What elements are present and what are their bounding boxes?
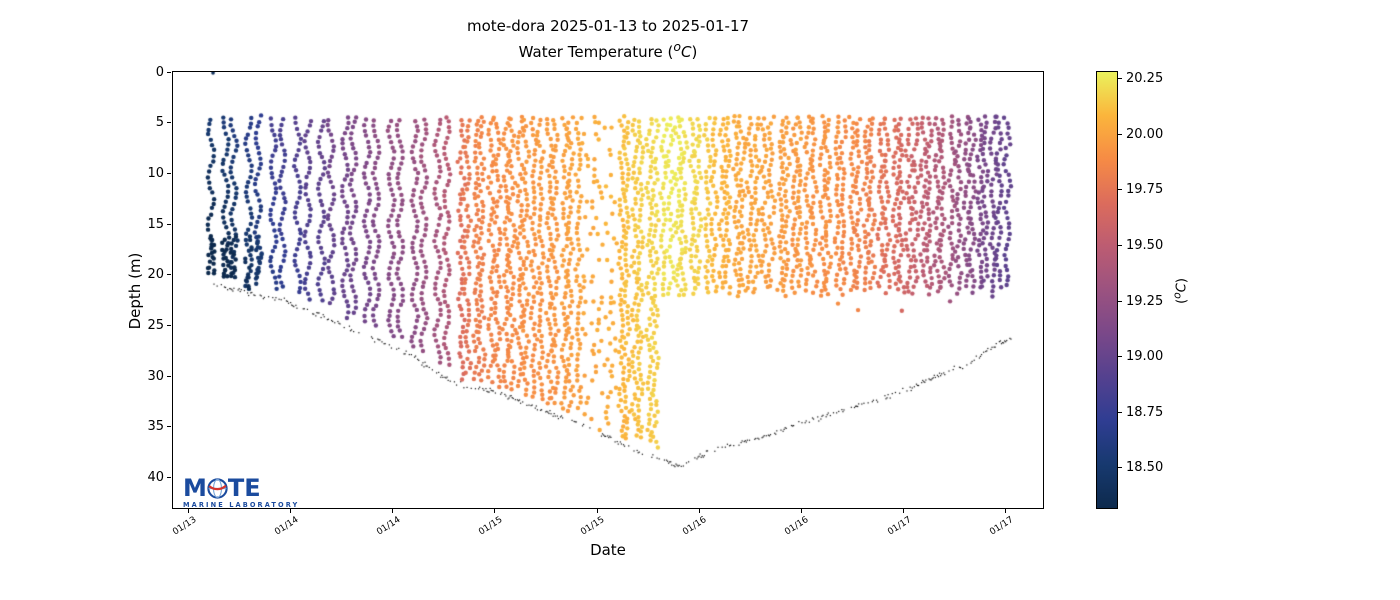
colorbar-tick — [1118, 356, 1122, 358]
colorbar-tick-label: 18.50 — [1126, 460, 1164, 476]
colorbar-tick — [1118, 245, 1122, 246]
x-tick — [1005, 509, 1007, 513]
colorbar-tick — [1118, 411, 1122, 413]
x-tick — [698, 509, 700, 513]
subtitle-suffix: ) — [691, 42, 698, 61]
x-tick — [596, 509, 598, 513]
colorbar — [1096, 71, 1118, 509]
y-tick-label: 10 — [147, 165, 164, 181]
colorbar-tick-label: 19.75 — [1126, 182, 1164, 198]
x-tick-label: 01/17 — [987, 515, 1016, 538]
x-axis-label: Date — [590, 541, 626, 559]
mote-globe-icon — [207, 477, 228, 499]
colorbar-label-degree-sup: o — [1170, 292, 1184, 299]
scatter-plot-canvas — [173, 72, 1043, 508]
y-tick-label: 20 — [147, 267, 164, 283]
y-tick — [167, 71, 171, 73]
x-tick-label: 01/13 — [170, 515, 198, 538]
x-tick-label: 01/15 — [579, 515, 607, 538]
chart-title-block: mote-dora 2025-01-13 to 2025-01-17 Water… — [172, 16, 1044, 64]
colorbar-tick-label: 20.00 — [1126, 126, 1164, 142]
y-axis-label: Depth (m) — [126, 252, 144, 330]
x-tick — [290, 509, 292, 513]
y-tick — [167, 223, 171, 225]
mote-logo-tagline: MARINE LABORATORY — [183, 501, 300, 509]
y-tick-label: 5 — [155, 115, 164, 131]
colorbar-tick-label: 20.25 — [1126, 71, 1164, 87]
colorbar-gradient — [1097, 72, 1117, 508]
colorbar-label-suffix: ) — [1174, 278, 1190, 284]
subtitle-unit: C — [681, 42, 692, 61]
colorbar-label-unit: C — [1174, 283, 1190, 293]
plot-area — [172, 71, 1044, 509]
y-tick-label: 40 — [147, 470, 164, 486]
y-tick-label: 30 — [147, 368, 164, 384]
y-tick — [167, 375, 171, 377]
colorbar-tick-label: 19.25 — [1126, 293, 1164, 309]
y-tick-label: 25 — [147, 317, 164, 333]
colorbar-label-prefix: ( — [1174, 298, 1190, 304]
colorbar-tick — [1118, 300, 1122, 302]
colorbar-label: (oC) — [1170, 278, 1189, 304]
mote-logo-m: M — [183, 474, 207, 502]
subtitle-degree-sup: o — [673, 38, 682, 54]
x-tick — [188, 509, 190, 513]
x-tick-label: 01/16 — [681, 515, 709, 538]
y-tick — [167, 172, 171, 174]
x-tick — [800, 509, 802, 513]
mote-logo: M TE MARINE LABORATORY — [183, 476, 300, 509]
y-tick — [167, 324, 171, 326]
colorbar-tick-label: 18.75 — [1126, 404, 1164, 420]
colorbar-tick-label: 19.00 — [1126, 349, 1164, 365]
y-tick-label: 35 — [147, 419, 164, 435]
x-tick-label: 01/14 — [272, 515, 301, 538]
mote-logo-word: M TE — [183, 476, 279, 500]
x-tick — [392, 509, 394, 513]
y-tick — [167, 274, 171, 276]
subtitle-prefix: Water Temperature ( — [518, 42, 674, 61]
y-tick — [167, 426, 171, 428]
chart-subtitle: Water Temperature (oC) — [172, 38, 1044, 64]
y-tick-label: 0 — [155, 64, 164, 80]
x-tick — [902, 509, 904, 513]
x-tick-label: 01/17 — [885, 515, 913, 538]
colorbar-tick-label: 19.50 — [1126, 238, 1164, 253]
x-tick-label: 01/16 — [783, 515, 811, 538]
y-tick-label: 15 — [147, 216, 164, 232]
x-tick-label: 01/14 — [375, 515, 403, 538]
colorbar-tick — [1118, 467, 1122, 469]
colorbar-tick — [1118, 78, 1122, 80]
colorbar-tick — [1118, 133, 1122, 135]
x-tick — [494, 509, 496, 513]
y-tick — [167, 122, 171, 124]
chart-title: mote-dora 2025-01-13 to 2025-01-17 — [466, 17, 750, 35]
colorbar-tick — [1118, 189, 1122, 191]
y-tick — [167, 477, 171, 479]
x-tick-label: 01/15 — [477, 515, 505, 538]
mote-logo-te: TE — [227, 474, 261, 502]
